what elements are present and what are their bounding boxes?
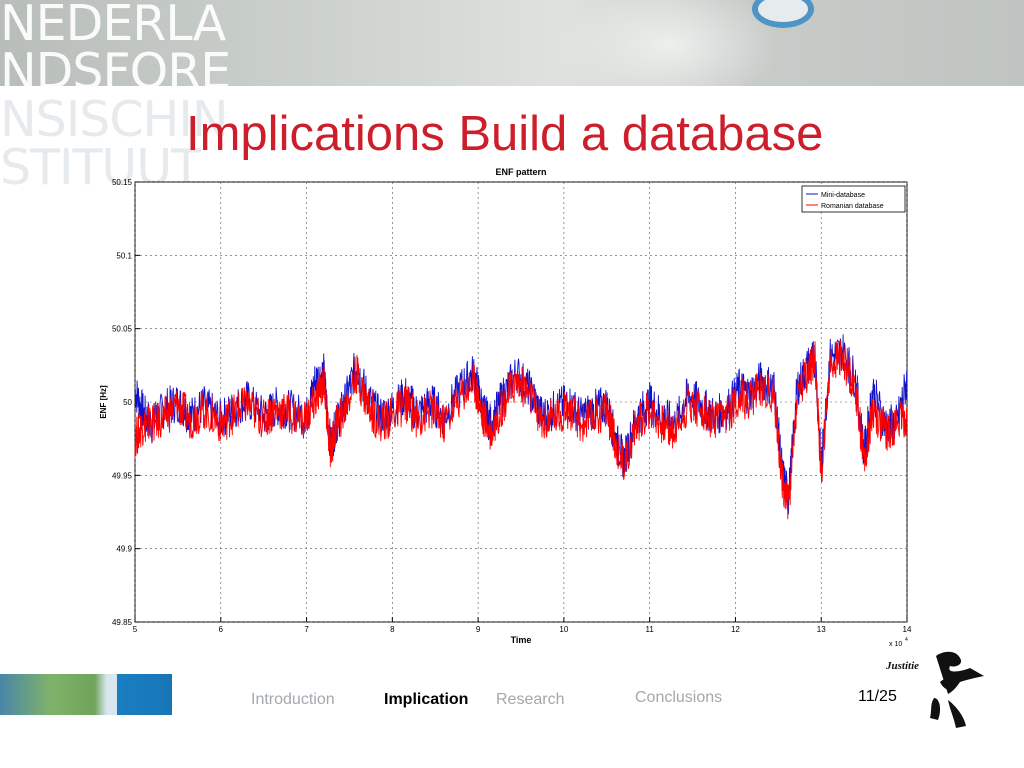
y-tick-label: 50.15 [112, 178, 133, 187]
x-tick-label: 9 [476, 625, 481, 634]
x-tick-label: 7 [304, 625, 309, 634]
x-multiplier-label: x 10 [889, 641, 902, 648]
enf-line-chart: 5 6 7 8 9 10 11 12 13 14 49.85 49.9 49.95 50 50.05 50.1… [99, 167, 912, 648]
x-tick-label: 6 [219, 625, 224, 634]
x-axis-label: Time [511, 635, 532, 645]
header-photo-highlight [560, 0, 780, 86]
slide-title: Implications Build a database [186, 107, 824, 161]
header-photo-band [0, 0, 1024, 86]
chart-title: ENF pattern [495, 167, 546, 177]
justitie-logo-text: Justitie [886, 660, 920, 672]
justitie-logo-icon [930, 651, 984, 728]
nav-conclusions[interactable]: Conclusions [635, 689, 723, 706]
y-tick-label: 50 [123, 398, 132, 407]
footer-color-stripe [0, 674, 172, 715]
y-tick-label: 49.9 [116, 545, 132, 554]
x-tick-label: 13 [817, 625, 826, 634]
x-tick-label: 14 [903, 625, 912, 634]
series-line-romanian-database [134, 339, 908, 520]
x-tick-label: 12 [731, 625, 740, 634]
legend-label: Romanian database [821, 203, 884, 210]
nav-research[interactable]: Research [496, 691, 565, 708]
x-multiplier-exponent: 4 [905, 637, 908, 643]
nav-implication[interactable]: Implication [384, 691, 469, 708]
y-tick-label: 49.95 [112, 471, 133, 480]
x-tick-label: 5 [133, 625, 138, 634]
y-tick-label: 50.1 [116, 251, 132, 260]
legend-label: Mini-database [821, 192, 865, 199]
y-axis-label: ENF [Hz] [99, 385, 108, 419]
legend-box [801, 185, 906, 213]
page-number: 11/25 [858, 688, 897, 705]
nav-introduction[interactable]: Introduction [251, 691, 335, 708]
y-tick-label: 49.85 [112, 618, 133, 627]
y-tick-label: 50.05 [112, 325, 133, 334]
x-tick-label: 10 [559, 625, 568, 634]
x-tick-label: 8 [390, 625, 395, 634]
x-tick-label: 11 [646, 625, 655, 634]
